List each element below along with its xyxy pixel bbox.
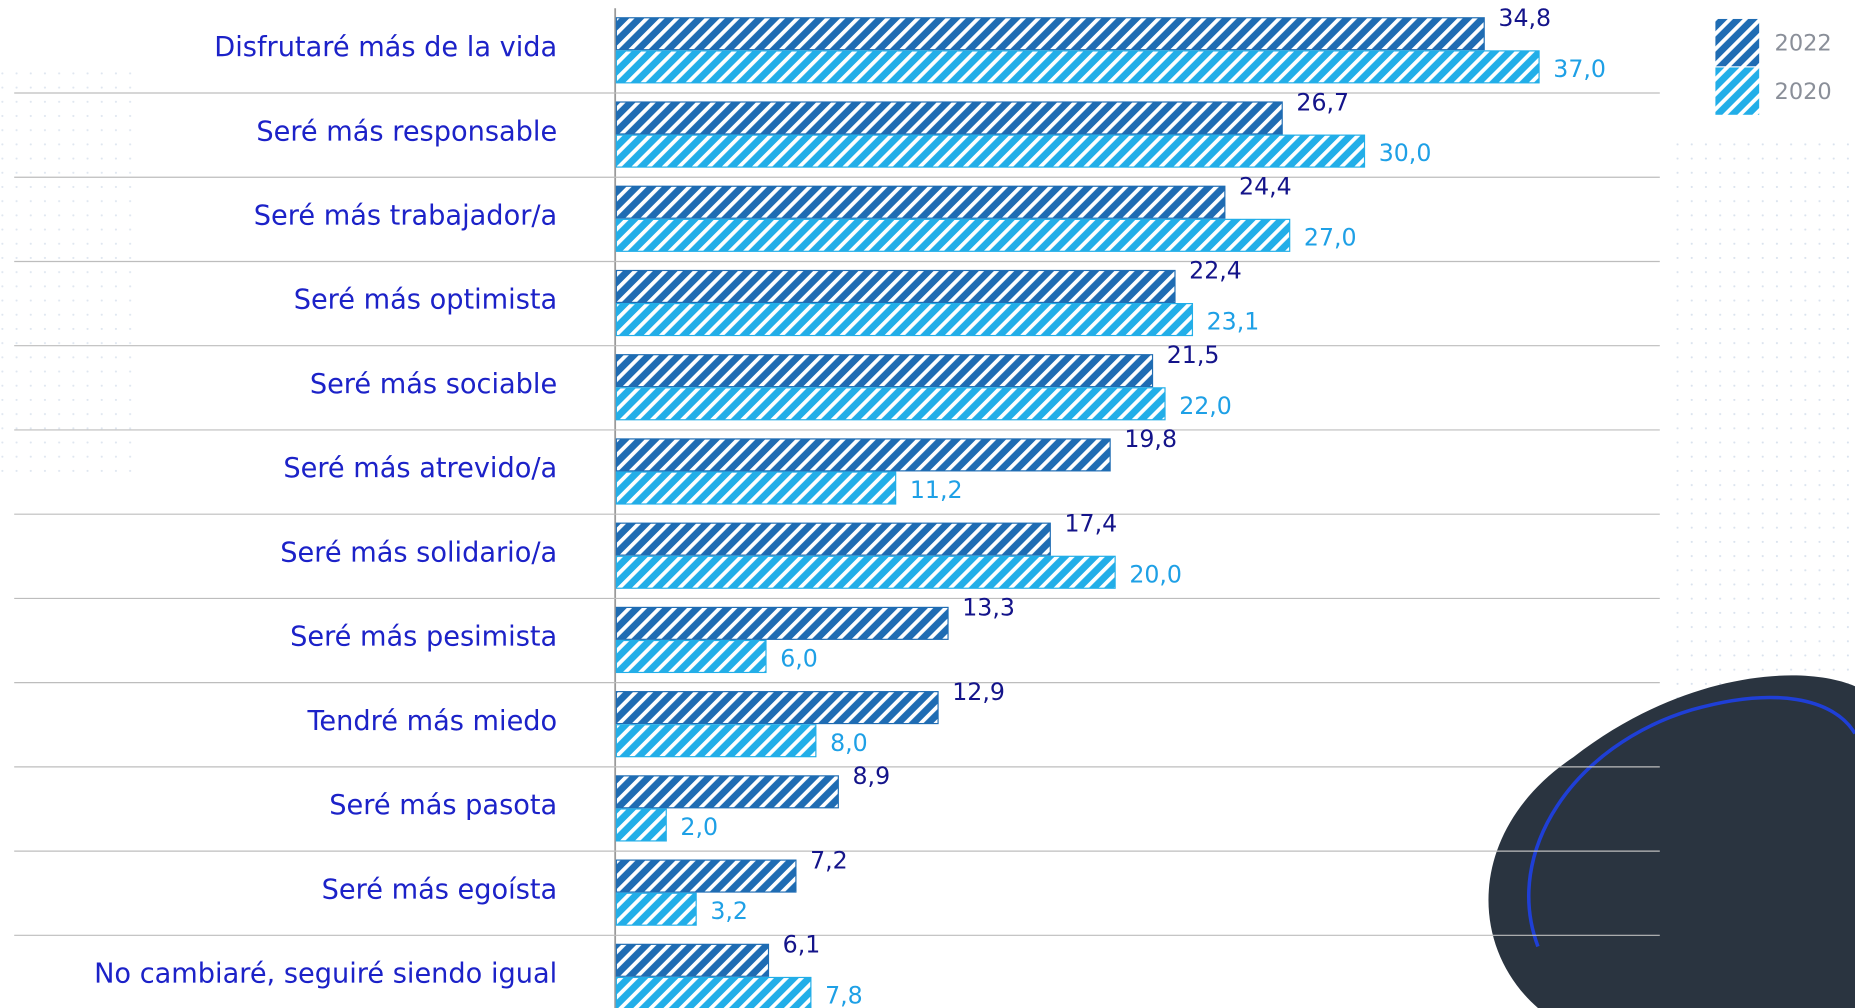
value-label: 26,7 — [1296, 88, 1349, 116]
category-label: Seré más sociable — [310, 369, 557, 400]
bar — [615, 303, 1194, 337]
value-label: 6,1 — [783, 931, 821, 959]
value-label: 34,8 — [1498, 4, 1551, 32]
photo-placeholder — [1488, 675, 1855, 1008]
category-label: Seré más pasota — [329, 790, 557, 821]
category-label: Seré más responsable — [256, 116, 557, 147]
category-label: Seré más trabajador/a — [254, 200, 557, 231]
bar — [615, 17, 1485, 51]
category-label: Tendré más miedo — [306, 706, 557, 737]
value-label: 8,9 — [853, 762, 891, 790]
category-label: Seré más solidario/a — [280, 537, 557, 568]
value-label: 20,0 — [1129, 560, 1182, 588]
category-label: No cambiaré, seguiré siendo igual — [94, 959, 557, 990]
bar — [615, 50, 1540, 84]
bar — [615, 892, 697, 926]
bar — [615, 976, 812, 1008]
value-label: 11,2 — [910, 476, 963, 504]
dot-texture — [1668, 141, 1855, 734]
legend-swatch — [1715, 67, 1760, 115]
bar — [615, 943, 770, 977]
bar — [615, 471, 897, 505]
category-label: Seré más optimista — [294, 285, 558, 316]
legend-label: 2020 — [1775, 79, 1832, 105]
bar — [615, 859, 797, 893]
bar — [615, 101, 1283, 135]
value-label: 17,4 — [1064, 509, 1117, 537]
bar — [615, 185, 1226, 219]
bar — [615, 269, 1176, 304]
decor-curve — [1527, 695, 1855, 948]
bar — [615, 555, 1116, 589]
bar — [615, 606, 949, 640]
category-label: Seré más atrevido/a — [283, 453, 557, 484]
bar — [615, 808, 667, 842]
value-label: 21,5 — [1167, 341, 1220, 369]
value-label: 8,0 — [830, 729, 868, 757]
value-label: 2,0 — [680, 813, 718, 841]
legend-label: 2022 — [1775, 30, 1832, 56]
value-label: 22,0 — [1179, 392, 1232, 420]
value-label: 6,0 — [780, 645, 818, 673]
legend-swatch — [1715, 18, 1760, 67]
value-label: 37,0 — [1553, 55, 1606, 83]
bar — [615, 724, 817, 758]
value-label: 13,3 — [962, 594, 1015, 622]
value-label: 27,0 — [1304, 223, 1357, 251]
value-label: 22,4 — [1189, 257, 1242, 285]
value-label: 19,8 — [1124, 425, 1177, 453]
value-label: 23,1 — [1207, 308, 1260, 336]
value-label: 3,2 — [710, 897, 748, 925]
bar — [615, 438, 1111, 472]
category-label: Disfrutaré más de la vida — [214, 32, 557, 63]
category-label: Seré más pesimista — [290, 622, 557, 653]
bar — [615, 134, 1366, 168]
bar — [615, 354, 1154, 388]
bar — [615, 522, 1051, 556]
bar — [615, 387, 1166, 421]
dot-texture — [0, 71, 142, 474]
bar — [615, 218, 1291, 252]
bar — [615, 691, 939, 725]
bar — [615, 639, 767, 674]
category-label: Seré más egoísta — [322, 874, 558, 905]
value-label: 12,9 — [952, 678, 1005, 706]
bar — [615, 775, 839, 809]
value-label: 7,8 — [825, 981, 863, 1008]
value-label: 24,4 — [1239, 173, 1292, 201]
value-label: 30,0 — [1379, 139, 1432, 167]
value-label: 7,2 — [810, 846, 848, 874]
